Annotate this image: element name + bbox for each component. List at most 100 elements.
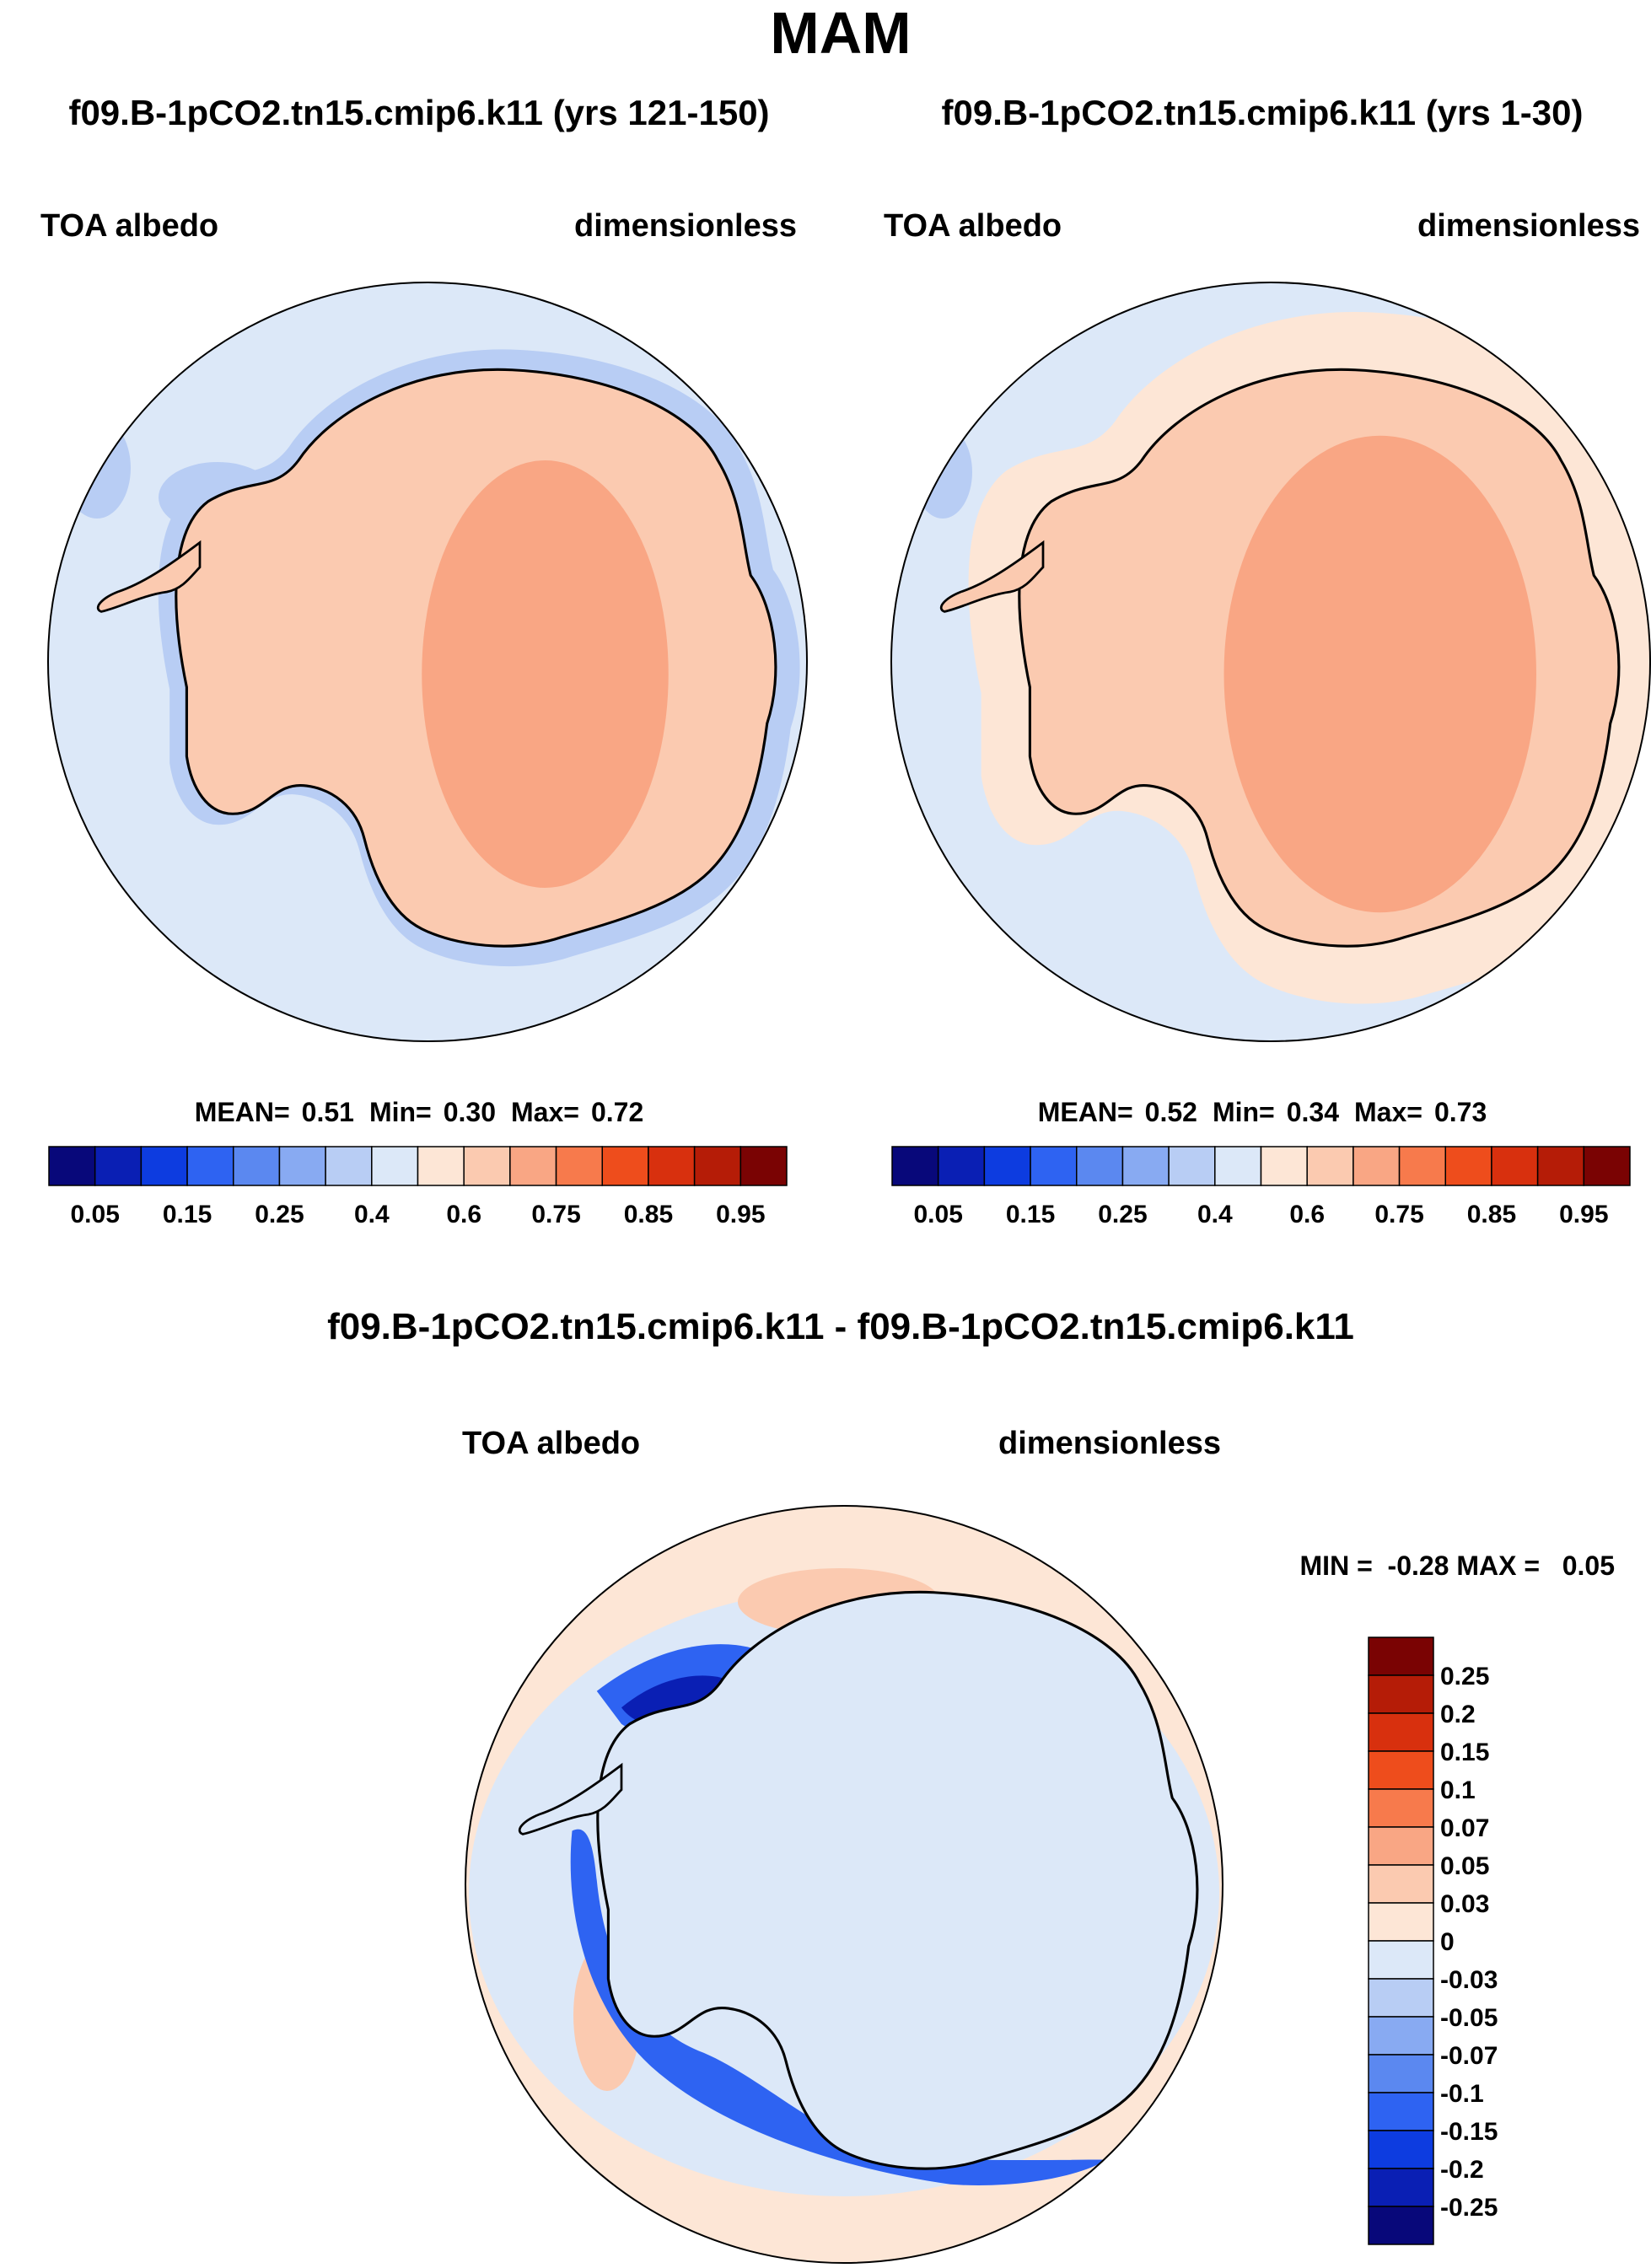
panel-1-colorbar-tick-label: 0.75 bbox=[531, 1201, 580, 1228]
panel-2-colorbar-swatch bbox=[1444, 1146, 1492, 1186]
panel-2-map-border bbox=[890, 282, 1651, 1042]
panel-1-colorbar-tick-label: 0.85 bbox=[624, 1201, 673, 1228]
panel-2-colorbar-tick-label: 0.25 bbox=[1098, 1201, 1147, 1228]
diff-panel-negative-anomaly bbox=[570, 1829, 1107, 2185]
panel-1-colorbar-swatch bbox=[325, 1146, 373, 1186]
diff-panel-colorbar-swatch bbox=[1368, 1902, 1434, 1942]
panel-1-colorbar-swatch bbox=[186, 1146, 234, 1186]
diff-panel-colorbar-tick-label: 0.07 bbox=[1440, 1814, 1489, 1842]
panel-1-variable: TOA albedo bbox=[40, 208, 218, 244]
panel-2-colorbar-swatch bbox=[983, 1146, 1031, 1186]
panel-1: f09.B-1pCO2.tn15.cmip6.k11 (yrs 121-150)… bbox=[40, 93, 808, 1228]
diff-panel-colorbar-tick-label: -0.15 bbox=[1440, 2118, 1498, 2146]
panel-2-colorbar-tick-label: 0.85 bbox=[1467, 1201, 1516, 1228]
panel-2: f09.B-1pCO2.tn15.cmip6.k11 (yrs 1-30) TO… bbox=[884, 93, 1651, 1228]
diff-panel-colorbar-swatch bbox=[1368, 1788, 1434, 1828]
diff-panel-colorbar: 0.25 0.2 0.15 0.1 0.07 0.05 0.03 0 -0.03 -0.05 -0.… bbox=[1368, 1637, 1498, 2245]
panel-1-colorbar-swatch bbox=[601, 1146, 649, 1186]
diff-panel-map-border bbox=[465, 1505, 1223, 2264]
diff-panel-map bbox=[465, 1505, 1223, 2264]
diff-panel-colorbar-swatch bbox=[1368, 1750, 1434, 1790]
panel-2-colorbar-tick-label: 0.15 bbox=[1006, 1201, 1055, 1228]
panel-2-colorbar-swatch bbox=[1536, 1146, 1585, 1186]
panel-2-colorbar: 0.05 0.15 0.25 0.4 0.6 0.75 0.85 0.95 bbox=[891, 1146, 1631, 1228]
panel-1-colorbar-tick-label: 0.6 bbox=[446, 1201, 481, 1228]
panel-2-colorbar-swatch bbox=[1076, 1146, 1124, 1186]
panel-1-colorbar-swatch bbox=[463, 1146, 511, 1186]
panel-1-colorbar-tick-label: 0.25 bbox=[255, 1201, 304, 1228]
diff-panel-colorbar-swatch bbox=[1368, 1712, 1434, 1752]
panel-1-colorbar-swatch bbox=[417, 1146, 465, 1186]
panel-1-colorbar-tick-label: 0.4 bbox=[354, 1201, 390, 1228]
panel-1-colorbar-swatch bbox=[48, 1146, 96, 1186]
panel-1-units: dimensionless bbox=[574, 208, 797, 244]
diff-panel-colorbar-swatch bbox=[1368, 1978, 1434, 2018]
panel-2-colorbar-tick-label: 0.6 bbox=[1289, 1201, 1325, 1228]
panel-1-colorbar-swatch bbox=[94, 1146, 143, 1186]
diff-panel-colorbar-swatch bbox=[1368, 1637, 1434, 1676]
panel-2-colorbar-swatch bbox=[937, 1146, 986, 1186]
diff-panel-colorbar-swatch bbox=[1368, 2130, 1434, 2169]
diff-panel-units: dimensionless bbox=[998, 1426, 1221, 1461]
panel-2-colorbar-tick-label: 0.95 bbox=[1559, 1201, 1608, 1228]
diff-panel-colorbar-tick-label: 0.05 bbox=[1440, 1852, 1489, 1880]
diff-panel-colorbar-tick-label: 0.1 bbox=[1440, 1776, 1476, 1804]
panel-2-colorbar-swatch bbox=[1260, 1146, 1308, 1186]
panel-1-stats: MEAN= 0.51 Min= 0.30 Max= 0.72 bbox=[195, 1097, 643, 1127]
diff-panel-colorbar-swatch bbox=[1368, 1864, 1434, 1904]
panel-1-colorbar-tick-label: 0.05 bbox=[70, 1201, 119, 1228]
panel-1-map-border bbox=[47, 282, 808, 1042]
panel-2-colorbar-swatch bbox=[1398, 1146, 1446, 1186]
diff-panel-colorbar-swatch bbox=[1368, 1826, 1434, 1866]
panel-1-seaice-patch bbox=[63, 417, 131, 519]
panel-2-colorbar-swatch bbox=[1121, 1146, 1170, 1186]
diff-panel-colorbar-swatch bbox=[1368, 1940, 1434, 1980]
panel-1-colorbar-swatch bbox=[140, 1146, 188, 1186]
panel-2-units: dimensionless bbox=[1417, 208, 1640, 244]
diff-panel-colorbar-swatch bbox=[1368, 2016, 1434, 2056]
panel-2-variable: TOA albedo bbox=[884, 208, 1062, 244]
panel-2-colorbar-swatch bbox=[1491, 1146, 1539, 1186]
panel-2-colorbar-swatch bbox=[1030, 1146, 1078, 1186]
diff-panel-colorbar-tick-label: -0.05 bbox=[1440, 2004, 1498, 2032]
panel-1-east-plateau bbox=[422, 460, 669, 888]
panel-1-colorbar-swatch bbox=[371, 1146, 419, 1186]
panel-1-colorbar: 0.05 0.15 0.25 0.4 0.6 0.75 0.85 0.95 bbox=[48, 1146, 788, 1228]
panel-2-colorbar-swatch bbox=[1583, 1146, 1631, 1186]
panel-2-colorbar-swatch bbox=[891, 1146, 939, 1186]
diff-panel-colorbar-tick-label: 0.15 bbox=[1440, 1739, 1489, 1766]
panel-2-colorbar-swatch bbox=[1306, 1146, 1354, 1186]
diff-panel-colorbar-tick-label: -0.07 bbox=[1440, 2042, 1498, 2070]
panel-2-case-title: f09.B-1pCO2.tn15.cmip6.k11 (yrs 1-30) bbox=[941, 93, 1583, 132]
diff-panel-colorbar-tick-label: 0.03 bbox=[1440, 1890, 1489, 1918]
panel-2-colorbar-swatch bbox=[1168, 1146, 1216, 1186]
panel-2-map bbox=[890, 282, 1651, 1042]
panel-1-colorbar-swatch bbox=[648, 1146, 696, 1186]
diff-panel-colorbar-tick-label: 0 bbox=[1440, 1928, 1455, 1956]
panel-2-colorbar-swatch bbox=[1214, 1146, 1262, 1186]
diff-panel-colorbar-tick-label: -0.03 bbox=[1440, 1966, 1498, 1994]
panel-2-colorbar-tick-label: 0.05 bbox=[913, 1201, 962, 1228]
panel-1-case-title: f09.B-1pCO2.tn15.cmip6.k11 (yrs 121-150) bbox=[68, 93, 769, 132]
diff-panel-colorbar-tick-label: 0.2 bbox=[1440, 1701, 1476, 1728]
diff-panel-colorbar-swatch bbox=[1368, 2054, 1434, 2093]
diff-panel: f09.B-1pCO2.tn15.cmip6.k11 - f09.B-1pCO2… bbox=[327, 1306, 1615, 2264]
diff-panel-colorbar-tick-label: -0.25 bbox=[1440, 2194, 1498, 2222]
diff-panel-colorbar-swatch bbox=[1368, 2168, 1434, 2207]
panel-1-colorbar-swatch bbox=[739, 1146, 788, 1186]
diff-panel-colorbar-tick-label: -0.2 bbox=[1440, 2156, 1484, 2184]
diff-panel-case-title: f09.B-1pCO2.tn15.cmip6.k11 - f09.B-1pCO2… bbox=[327, 1306, 1354, 1347]
panel-2-colorbar-swatch bbox=[1353, 1146, 1401, 1186]
panel-1-colorbar-swatch bbox=[555, 1146, 603, 1186]
diff-panel-colorbar-tick-label: -0.1 bbox=[1440, 2080, 1484, 2108]
figure-title: MAM bbox=[770, 0, 911, 66]
diff-panel-variable: TOA albedo bbox=[462, 1426, 640, 1461]
panel-2-east-plateau bbox=[1223, 435, 1536, 913]
diff-panel-minmax: MIN = -0.28 MAX = 0.05 bbox=[1300, 1551, 1615, 1581]
diff-panel-colorbar-swatch bbox=[1368, 1674, 1434, 1714]
panel-1-colorbar-tick-label: 0.95 bbox=[716, 1201, 765, 1228]
panel-2-colorbar-tick-label: 0.75 bbox=[1374, 1201, 1423, 1228]
panel-1-colorbar-swatch bbox=[693, 1146, 742, 1186]
panel-1-map bbox=[47, 282, 808, 1042]
